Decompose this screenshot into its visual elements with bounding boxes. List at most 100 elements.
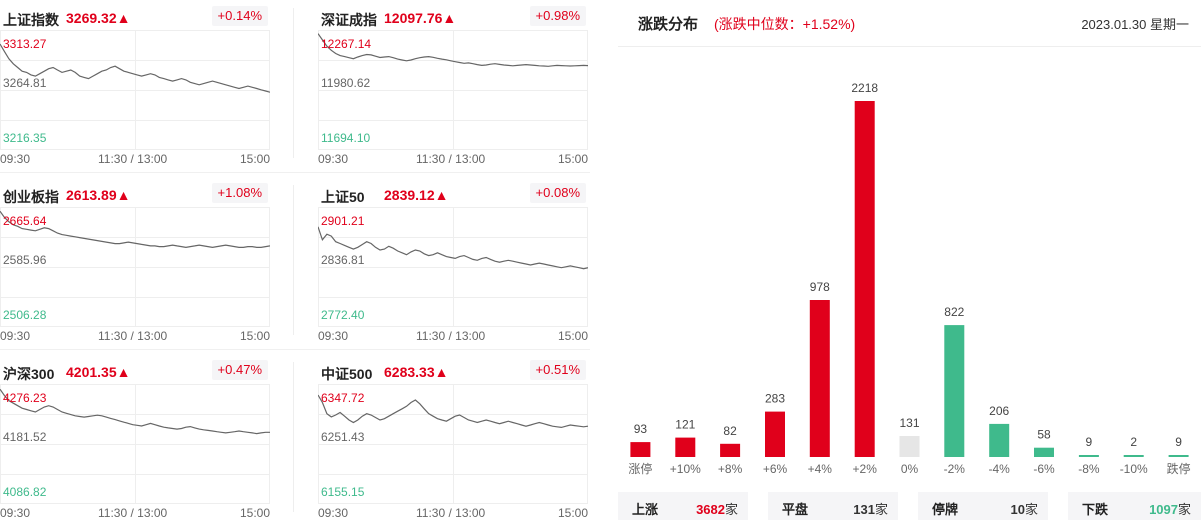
- time-start-label: 09:30: [318, 152, 349, 166]
- index-name: 中证500: [321, 366, 373, 382]
- time-start-label: 09:30: [0, 329, 31, 343]
- time-mid-label: 11:30 / 13:00: [416, 152, 486, 166]
- distribution-bar[interactable]: [1078, 455, 1099, 457]
- bar-value-label: 9: [1175, 435, 1182, 449]
- intraday-chart-svg: [0, 384, 270, 504]
- distribution-bar[interactable]: [944, 325, 965, 457]
- summary-label: 上涨: [632, 502, 659, 517]
- price-line: [318, 394, 588, 429]
- summary-unit: 家: [1024, 502, 1038, 517]
- index-header: 创业板指 2613.89▲ +1.08%: [0, 177, 270, 207]
- intraday-chart: [318, 207, 588, 327]
- index-card[interactable]: 沪深300 4201.35▲ +0.47% 4276.23 4181.52 4086.82…: [0, 354, 290, 521]
- distribution-bar[interactable]: [854, 101, 875, 457]
- distribution-bar[interactable]: [765, 411, 785, 457]
- bar-value-label: 121: [675, 418, 695, 432]
- distribution-bar[interactable]: [899, 436, 920, 457]
- column-divider: [293, 362, 294, 512]
- index-name: 沪深300: [3, 366, 55, 382]
- bar-category-label: +6%: [763, 462, 788, 476]
- time-end-label: 15:00: [558, 152, 589, 166]
- distribution-bar[interactable]: [1168, 455, 1189, 457]
- distribution-bar[interactable]: [1123, 455, 1144, 457]
- index-change-badge: +0.08%: [529, 183, 586, 203]
- index-card[interactable]: 深证成指 12097.76▲ +0.98% 12267.14 11980.62 11694…: [318, 0, 608, 172]
- distribution-bar[interactable]: [720, 443, 741, 457]
- summary-unit: 家: [874, 502, 888, 517]
- index-change-badge: +0.47%: [211, 360, 268, 380]
- bar-value-label: 131: [899, 416, 919, 430]
- summary-count: 10: [1010, 502, 1025, 517]
- index-header: 上证指数 3269.32▲ +0.14%: [0, 0, 270, 30]
- index-card[interactable]: 上证指数 3269.32▲ +0.14% 3313.27 3264.81 3216.35 0…: [0, 0, 290, 172]
- time-mid-label: 11:30 / 13:00: [416, 506, 486, 520]
- distribution-bar[interactable]: [809, 300, 830, 457]
- index-panel: 上证指数 3269.32▲ +0.14% 3313.27 3264.81 3216.35 0…: [0, 0, 600, 521]
- axis-mid-label: 3264.81: [3, 76, 47, 90]
- bar-value-label: 82: [723, 424, 737, 438]
- index-value: 12097.76▲: [384, 10, 457, 26]
- bar-category-label: +10%: [670, 462, 701, 476]
- summary-unit: 家: [724, 502, 738, 517]
- bar-value-label: 2: [1130, 435, 1137, 449]
- summary-value: 3682家: [696, 499, 738, 518]
- intraday-chart-svg: [0, 30, 270, 150]
- index-header: 沪深300 4201.35▲ +0.47%: [0, 354, 270, 384]
- time-mid-label: 11:30 / 13:00: [98, 152, 168, 166]
- intraday-chart-svg: [318, 30, 588, 150]
- median-change: (涨跌中位数：+1.52%): [714, 16, 856, 32]
- index-header: 深证成指 12097.76▲ +0.98%: [318, 0, 588, 30]
- index-change-badge: +0.51%: [529, 360, 586, 380]
- distribution-bar[interactable]: [989, 423, 1010, 457]
- time-end-label: 15:00: [558, 506, 589, 520]
- axis-high-label: 3313.27: [3, 37, 47, 51]
- intraday-chart: [318, 30, 588, 150]
- summary-unit: 家: [1177, 502, 1191, 517]
- axis-high-label: 2901.21: [321, 214, 365, 228]
- row-divider: [0, 172, 590, 173]
- axis-mid-label: 4181.52: [3, 430, 47, 444]
- time-start-label: 09:30: [318, 329, 349, 343]
- summary-box: 下跌 1097家: [1068, 492, 1201, 520]
- index-change-badge: +1.08%: [211, 183, 268, 203]
- bar-value-label: 2218: [851, 81, 878, 95]
- axis-high-label: 12267.14: [321, 37, 372, 51]
- bar-value-label: 978: [810, 280, 830, 294]
- distribution-panel: 涨跌分布 (涨跌中位数：+1.52%) 2023.01.30 星期一 93 涨停 1…: [618, 0, 1201, 521]
- time-mid-label: 11:30 / 13:00: [416, 329, 486, 343]
- index-name: 上证50: [321, 189, 365, 205]
- index-value: 6283.33▲: [384, 364, 449, 380]
- index-value: 2839.12▲: [384, 187, 449, 203]
- index-value: 2613.89▲: [66, 187, 131, 203]
- axis-low-label: 2772.40: [321, 308, 365, 322]
- index-name: 创业板指: [3, 189, 59, 205]
- distribution-bar[interactable]: [1034, 447, 1054, 457]
- price-line: [318, 226, 588, 270]
- price-line: [318, 33, 588, 67]
- summary-label: 下跌: [1082, 502, 1109, 517]
- price-line: [0, 43, 270, 93]
- column-divider: [293, 185, 294, 335]
- index-header: 上证50 2839.12▲ +0.08%: [318, 177, 588, 207]
- index-card[interactable]: 创业板指 2613.89▲ +1.08% 2665.64 2585.96 2506.28 0…: [0, 177, 290, 349]
- summary-label: 停牌: [932, 502, 959, 517]
- index-card[interactable]: 上证50 2839.12▲ +0.08% 2901.21 2836.81 2772.40 0…: [318, 177, 608, 349]
- index-change-badge: +0.98%: [529, 6, 586, 26]
- intraday-chart-svg: [318, 207, 588, 327]
- axis-high-label: 4276.23: [3, 391, 47, 405]
- time-end-label: 15:00: [558, 329, 589, 343]
- bar-category-label: -8%: [1078, 462, 1100, 476]
- bar-category-label: -6%: [1033, 462, 1055, 476]
- price-line: [0, 210, 270, 249]
- axis-high-label: 6347.72: [321, 391, 365, 405]
- index-card[interactable]: 中证500 6283.33▲ +0.51% 6347.72 6251.43 6155.15…: [318, 354, 608, 521]
- distribution-bar[interactable]: [675, 437, 696, 457]
- bar-value-label: 93: [634, 422, 648, 436]
- axis-low-label: 6155.15: [321, 485, 365, 499]
- axis-low-label: 2506.28: [3, 308, 47, 322]
- distribution-bar[interactable]: [630, 442, 651, 457]
- summary-label: 平盘: [782, 502, 809, 517]
- price-line: [0, 388, 270, 435]
- summary-value: 1097家: [1149, 499, 1191, 518]
- axis-mid-label: 2836.81: [321, 253, 365, 267]
